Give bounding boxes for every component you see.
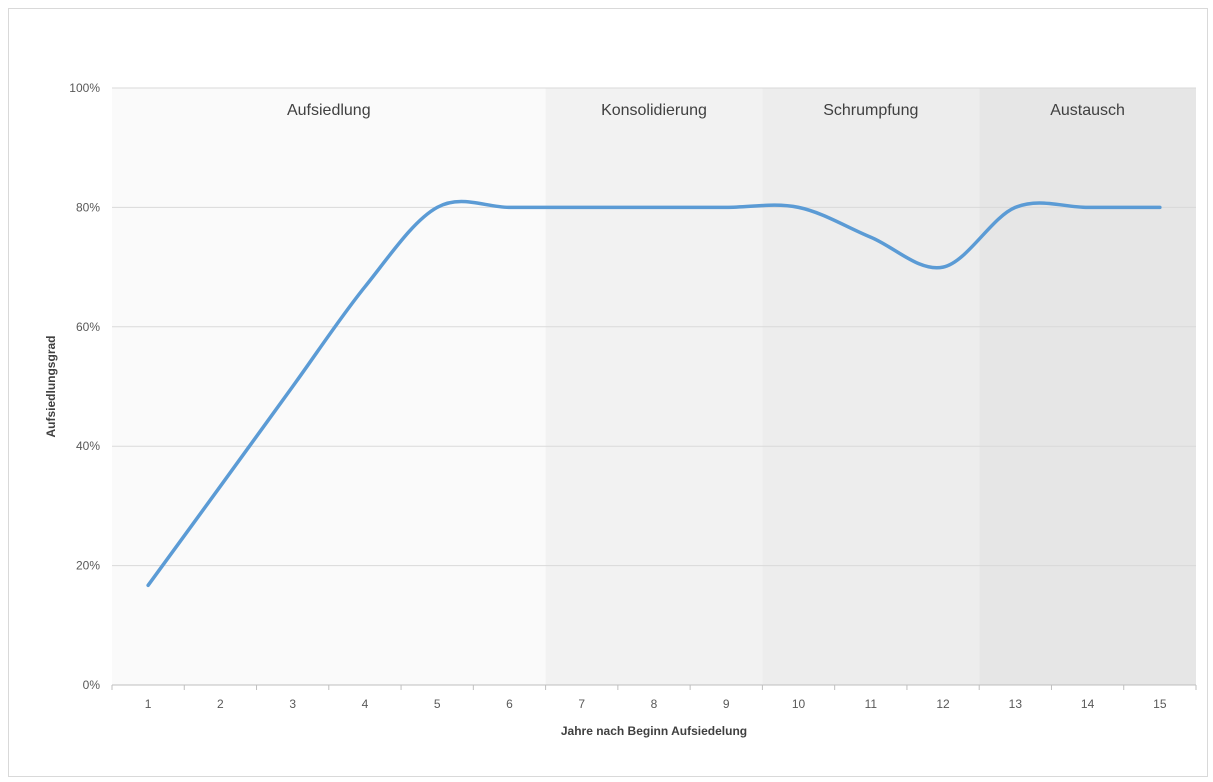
x-tick-label: 10	[792, 697, 806, 711]
x-tick-label: 13	[1009, 697, 1023, 711]
phase-label-4: Austausch	[1050, 102, 1125, 119]
series-line-1	[146, 199, 1162, 588]
phase-band-4	[979, 88, 1196, 685]
phase-label-3: Schrumpfung	[823, 102, 918, 119]
phase-label-1: Aufsiedlung	[287, 102, 371, 119]
phase-band-3	[762, 88, 980, 685]
x-tick-label: 6	[506, 697, 513, 711]
x-tick-label: 12	[936, 697, 950, 711]
y-tick-label: 60%	[76, 320, 100, 334]
y-tick-label: 20%	[76, 559, 100, 573]
y-tick-label: 100%	[69, 81, 100, 95]
x-tick-label: 14	[1081, 697, 1095, 711]
y-axis-title: Aufsiedlungsgrad	[44, 335, 58, 437]
x-tick-label: 2	[217, 697, 224, 711]
x-tick-label: 11	[865, 697, 878, 711]
y-tick-label: 80%	[76, 200, 100, 214]
x-tick-label: 9	[723, 697, 730, 711]
x-tick-label: 3	[289, 697, 296, 711]
x-tick-label: 1	[145, 697, 152, 711]
phase-label-2: Konsolidierung	[601, 102, 707, 119]
phase-band-2	[545, 88, 763, 685]
phase-band-1	[112, 88, 546, 685]
x-axis-title: Jahre nach Beginn Aufsiedelung	[561, 724, 747, 738]
y-tick-label: 0%	[83, 678, 101, 692]
x-tick-label: 7	[578, 697, 585, 711]
x-tick-label: 15	[1153, 697, 1167, 711]
x-tick-label: 4	[362, 697, 369, 711]
x-tick-label: 5	[434, 697, 441, 711]
y-tick-label: 40%	[76, 439, 100, 453]
x-tick-label: 8	[651, 697, 658, 711]
